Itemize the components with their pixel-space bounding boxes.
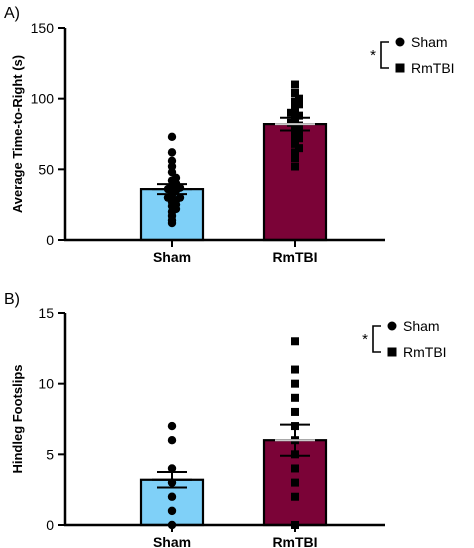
y-tick-label: 100 bbox=[31, 91, 55, 107]
data-point-rmtbi bbox=[291, 393, 299, 402]
data-point-sham bbox=[167, 492, 177, 501]
data-point-rmtbi bbox=[291, 148, 299, 157]
significance-star: * bbox=[370, 47, 376, 64]
x-tick-label: RmTBI bbox=[272, 249, 317, 265]
y-tick-label: 50 bbox=[38, 161, 54, 177]
data-point-rmtbi bbox=[291, 89, 299, 98]
legend-label: Sham bbox=[411, 34, 448, 50]
data-point-rmtbi bbox=[291, 162, 299, 171]
legend: * Sham RmTBI bbox=[370, 34, 454, 76]
data-point-sham bbox=[175, 193, 185, 202]
legend-label: RmTBI bbox=[403, 344, 447, 360]
significance-bracket bbox=[380, 41, 389, 69]
legend-label: Sham bbox=[403, 318, 440, 334]
data-point-rmtbi bbox=[295, 111, 303, 120]
data-point-rmtbi bbox=[295, 144, 303, 153]
significance-star: * bbox=[362, 331, 368, 348]
x-tick-label: Sham bbox=[153, 249, 191, 265]
legend-marker-circle bbox=[387, 321, 397, 331]
data-point-sham bbox=[167, 464, 177, 473]
legend-marker-square bbox=[395, 63, 405, 73]
x-tick-label: RmTBI bbox=[272, 534, 317, 548]
data-point-rmtbi bbox=[291, 337, 299, 346]
panel-label: B) bbox=[4, 291, 20, 308]
data-point-rmtbi bbox=[291, 478, 299, 487]
y-tick-label: 15 bbox=[38, 305, 54, 321]
legend: * Sham RmTBI bbox=[362, 318, 446, 360]
data-point-sham bbox=[167, 156, 177, 166]
y-tick-label: 150 bbox=[31, 20, 55, 36]
data-point-rmtbi bbox=[295, 94, 303, 103]
y-axis-label: Average Time-to-Right (s) bbox=[10, 55, 25, 213]
data-point-sham bbox=[167, 506, 177, 516]
panel-label: A) bbox=[4, 5, 20, 22]
data-point-sham bbox=[167, 436, 177, 445]
data-point-rmtbi bbox=[295, 121, 303, 130]
data-point-rmtbi bbox=[291, 80, 299, 89]
data-point-sham bbox=[167, 421, 177, 431]
data-point-sham bbox=[167, 148, 177, 157]
data-point-sham bbox=[167, 132, 177, 142]
chart-panel-b: B) Hindleg Footslips 0 5 10 15 Sham RmTBI * Sham R… bbox=[4, 291, 447, 548]
y-tick-label: 10 bbox=[38, 376, 54, 392]
data-point-rmtbi bbox=[291, 407, 299, 416]
data-point-rmtbi bbox=[291, 492, 299, 501]
significance-bracket bbox=[372, 325, 381, 353]
chart-panel-a: A) Average Time-to-Right (s) 0 50 100 150 Sham… bbox=[4, 5, 455, 265]
data-point-rmtbi bbox=[291, 154, 299, 163]
legend-marker-square bbox=[387, 347, 397, 357]
y-tick-label: 0 bbox=[46, 232, 54, 248]
x-tick-label: Sham bbox=[153, 534, 191, 548]
y-tick-label: 0 bbox=[46, 517, 54, 533]
data-point-rmtbi bbox=[291, 464, 299, 473]
data-point-rmtbi bbox=[291, 379, 299, 388]
legend-label: RmTBI bbox=[411, 60, 455, 76]
legend-marker-circle bbox=[395, 37, 405, 47]
y-axis-label: Hindleg Footslips bbox=[10, 364, 25, 473]
data-point-rmtbi bbox=[291, 365, 299, 374]
y-tick-label: 5 bbox=[46, 446, 54, 462]
